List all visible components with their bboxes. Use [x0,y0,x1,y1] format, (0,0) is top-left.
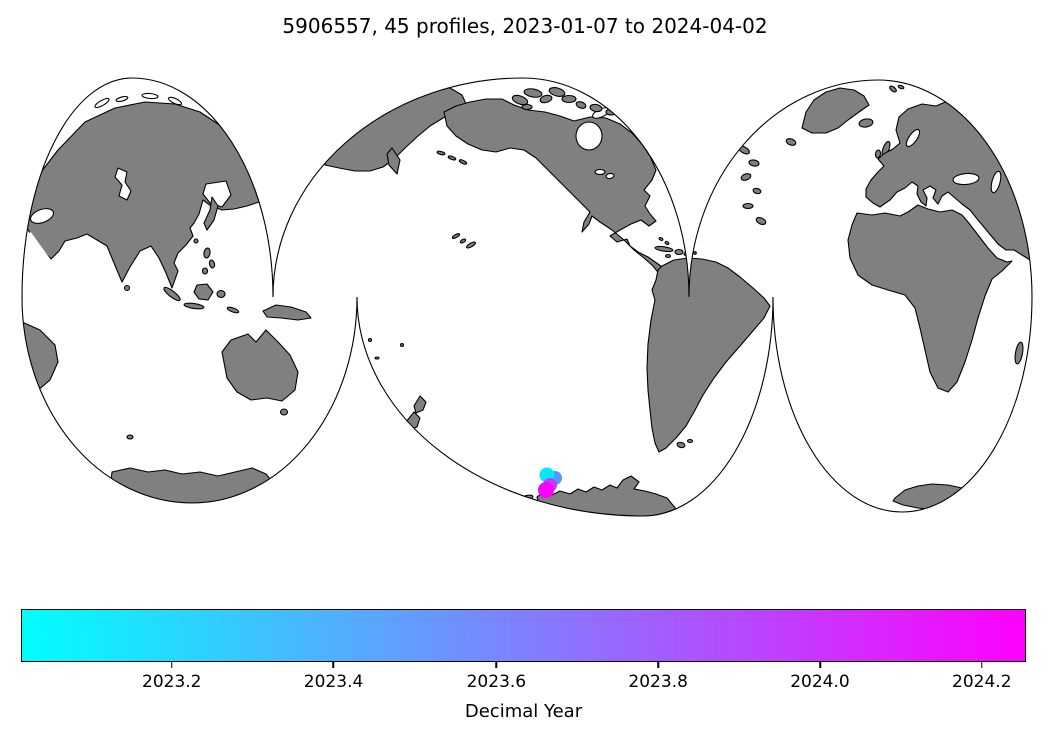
north-america [443,98,667,277]
kerguelen [126,434,134,440]
timor [226,306,240,314]
arctic-island-3 [168,96,182,106]
greenland [801,87,870,134]
pacific-islands [367,337,405,360]
madagascar [1014,341,1024,365]
kamchatka [386,147,401,175]
new-zealand-north [413,395,427,414]
aleutian-1 [436,150,446,156]
canada-east-slivers [738,138,797,225]
colorbar-tick-label: 2023.4 [303,672,364,692]
australia [221,329,299,402]
africa [847,204,1013,393]
colorbar-tick-label: 2024.2 [952,672,1012,692]
taiwan [193,238,199,244]
falkland-islands [686,438,694,444]
caspian-sea-right [990,170,1002,194]
iceland [858,118,874,128]
colorbar-tick: 2023.4 [304,662,363,692]
colorbar-ticks: 2023.2 2023.4 2023.6 2023.8 2024.0 2024.2 [21,662,1026,702]
great-lake-1 [594,168,606,176]
colorbar-tick: 2023.2 [142,662,201,692]
svalbard-2 [897,84,905,90]
great-lake-2 [605,172,615,180]
black-sea-right [952,172,980,186]
new-guinea [262,304,312,321]
hawaii [451,233,476,249]
colorbar-tick: 2024.0 [790,662,850,692]
philippines-3 [201,267,209,275]
map-outline [21,77,1033,517]
colorbar-tick: 2023.8 [628,662,688,692]
profile-marker [538,482,554,498]
antarctica-left [110,467,274,509]
colorbar-tick-mark [980,662,983,668]
aleutian-2 [447,155,457,161]
south-america [646,257,771,453]
colorbar-tick-mark [495,662,498,668]
sea-of-okhotsk [202,180,232,208]
ireland [874,149,882,159]
colorbar-tick-label: 2023.8 [628,672,688,692]
japan [203,196,219,231]
red-sea-left [27,231,52,264]
java [183,302,205,310]
profile-markers [538,467,562,498]
arctic-island-2 [141,92,159,100]
colorbar-tick-mark [170,662,173,668]
colorbar-tick-mark [332,662,335,668]
colorbar-tick-mark [819,662,821,668]
tierra-del-fuego [676,441,686,449]
colorbar-tick-label: 2023.6 [466,672,527,692]
tasmania [279,408,289,416]
colorbar [21,609,1026,662]
aleutian-3 [458,159,468,165]
sri-lanka [123,284,131,292]
colorbar-tick: 2023.6 [467,662,526,692]
figure-title: 5906557, 45 profiles, 2023-01-07 to 2024… [282,14,768,38]
arctic-island-1 [115,95,129,103]
novaya-zemlya-icon [94,97,110,109]
map-ocean [22,78,1032,516]
colorbar-tick-label: 2023.2 [142,672,202,692]
borneo [193,283,214,301]
colorbar-tick-label: 2024.0 [790,672,850,692]
svalbard-1 [889,85,897,93]
baltic-sea [905,128,921,148]
world-map [21,77,1033,517]
colorbar-tick-mark [657,662,659,668]
black-sea [29,208,55,224]
sumatra [163,286,181,302]
hudson-bay [575,121,603,151]
colorbar-axis-label: Decimal Year [464,701,583,722]
caspian-sea [114,167,132,201]
philippines-1 [203,247,211,259]
colorbar-tick: 2024.2 [952,662,1012,692]
philippines-2 [208,259,216,269]
sulawesi [216,289,226,299]
red-sea-right [971,217,999,251]
